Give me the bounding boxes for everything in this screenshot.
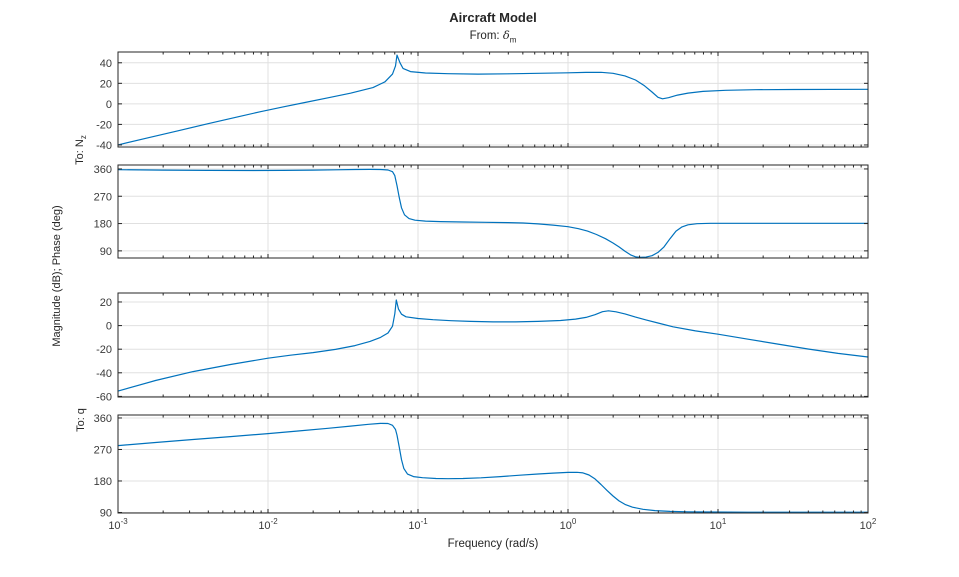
y-tick-label: 270 <box>94 191 112 203</box>
x-tick-label: 10-1 <box>408 517 428 532</box>
y-tick-label: 40 <box>100 58 112 70</box>
y-tick-label: 20 <box>100 297 112 309</box>
y-tick-label: 0 <box>106 321 112 333</box>
nz-subscript: z <box>79 135 89 140</box>
y-tick-label: -60 <box>96 391 112 403</box>
y-tick-label: 180 <box>94 476 112 488</box>
x-tick-label: 10-3 <box>108 517 128 532</box>
chart-subtitle-from: From: δm <box>470 28 517 44</box>
bode-panel-q-magnitude: 20 0 -20 -40 -60 <box>96 292 869 403</box>
y-tick-label: 360 <box>94 413 112 425</box>
grid <box>118 52 868 147</box>
delta-subscript: m <box>509 35 517 45</box>
row-label-nz: To: Nz <box>73 135 89 165</box>
x-tick-labels: 10-3 10-2 10-1 100 101 102 <box>108 517 877 532</box>
tick-marks <box>117 165 869 258</box>
axes-frame <box>117 164 869 259</box>
tick-marks <box>117 52 869 147</box>
y-tick-label: 90 <box>100 246 112 258</box>
axes-frame <box>117 292 869 398</box>
bode-panel-nz-phase: 360 270 180 90 <box>94 164 869 259</box>
y-tick-label: 90 <box>100 507 112 519</box>
from-prefix: From: <box>469 30 503 42</box>
tick-marks <box>117 293 869 397</box>
bode-panel-nz-magnitude: 40 20 0 -20 -40 <box>96 51 869 152</box>
grid <box>118 293 868 397</box>
delta-symbol: δ <box>502 28 510 42</box>
bode-panel-q-phase: 360 270 180 90 <box>94 413 869 519</box>
y-tick-label: 20 <box>100 78 112 90</box>
x-tick-label: 102 <box>860 517 877 532</box>
x-tick-label: 100 <box>560 517 577 532</box>
xlabel-frequency: Frequency (rad/s) <box>447 538 539 550</box>
axes-frame <box>117 414 869 514</box>
response-curve-nz-magnitude <box>117 54 869 146</box>
y-tick-label: -20 <box>96 119 112 131</box>
chart-title: Aircraft Model <box>449 10 537 25</box>
x-tick-label: 101 <box>710 517 727 532</box>
row-label-q: To: q <box>75 408 87 432</box>
y-tick-label: 0 <box>106 99 112 111</box>
tick-marks <box>117 415 869 513</box>
axes-frame <box>117 51 869 148</box>
y-tick-label: -40 <box>96 140 112 152</box>
response-curve-q-magnitude <box>117 299 869 392</box>
ylabel-magnitude-phase: Magnitude (dB); Phase (deg) <box>51 205 63 347</box>
grid <box>118 165 868 258</box>
y-tick-label: -40 <box>96 368 112 380</box>
response-curve-nz-phase <box>117 168 869 258</box>
y-tick-label: 360 <box>94 164 112 176</box>
y-tick-label: 270 <box>94 444 112 456</box>
response-curve-q-phase <box>117 422 869 513</box>
grid <box>118 415 868 513</box>
y-tick-label: -20 <box>96 344 112 356</box>
x-tick-label: 10-2 <box>258 517 278 532</box>
y-tick-label: 180 <box>94 219 112 231</box>
